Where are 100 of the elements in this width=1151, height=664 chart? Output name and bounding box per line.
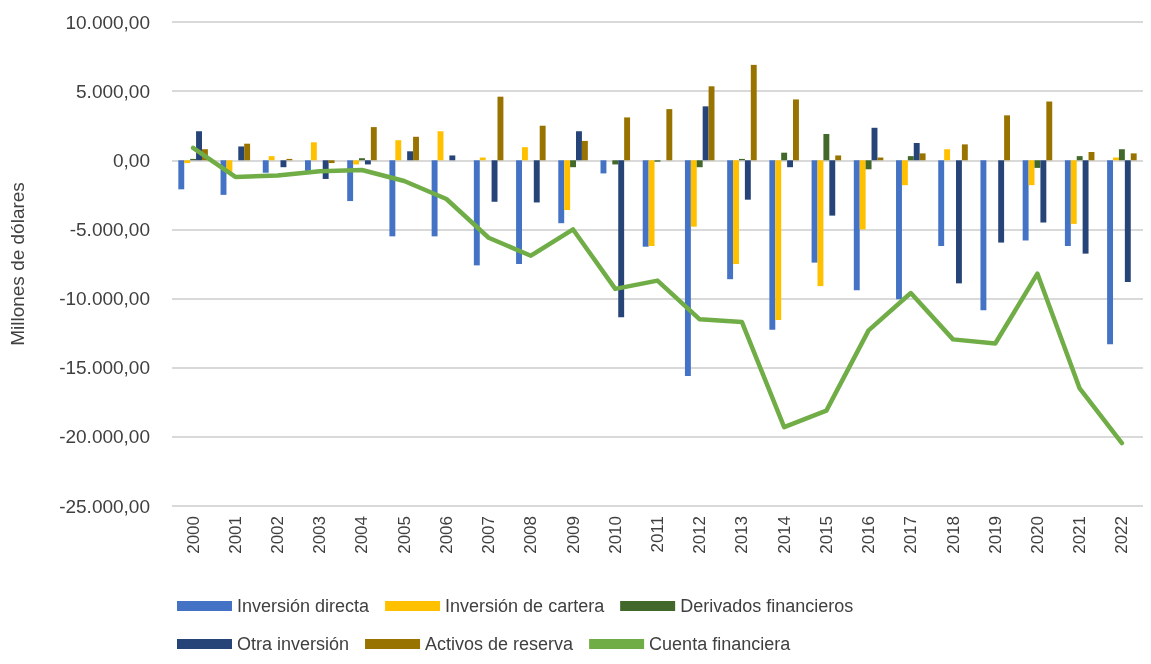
bar: [907, 156, 914, 161]
bar: [618, 160, 625, 318]
bar: [1118, 149, 1125, 161]
bar: [1107, 160, 1114, 345]
bar: [564, 160, 571, 211]
legend-label: Otra inversión: [237, 634, 350, 654]
x-tick-label: 2019: [985, 516, 1005, 554]
x-tick-label: 2011: [648, 516, 667, 553]
bar: [865, 160, 872, 170]
bar: [1124, 160, 1131, 282]
x-tick-label: 2020: [1027, 516, 1047, 554]
bar: [980, 160, 987, 311]
bar: [733, 160, 739, 264]
y-tick-label: -20.000,00: [59, 426, 150, 448]
bar: [727, 160, 734, 280]
bar: [913, 143, 920, 161]
bar: [328, 160, 335, 164]
y-tick-label: -5.000,00: [69, 218, 150, 240]
bar: [787, 160, 794, 168]
bar: [624, 117, 631, 161]
x-tick-label: 2022: [1112, 516, 1132, 554]
bar: [238, 146, 245, 161]
bar: [268, 156, 275, 161]
bar: [666, 109, 673, 161]
y-tick-label: 5.000,00: [76, 80, 150, 102]
x-tick-label: 2001: [225, 516, 245, 554]
bar: [938, 160, 945, 247]
bar: [244, 143, 251, 161]
bar: [1082, 160, 1089, 254]
bar: [184, 160, 191, 164]
bar: [370, 127, 377, 161]
x-tick-label: 2010: [605, 516, 625, 554]
bar: [702, 106, 709, 161]
bar: [944, 149, 951, 161]
bar: [648, 160, 655, 247]
bar: [829, 160, 836, 216]
x-tick-label: 2005: [394, 516, 414, 554]
bar: [961, 144, 968, 161]
x-tick-label: 2008: [521, 516, 541, 554]
bar: [539, 125, 546, 161]
bar: [1004, 115, 1011, 161]
bar: [690, 160, 697, 227]
bar: [1040, 160, 1047, 223]
bar: [1064, 160, 1071, 247]
y-tick-label: 0,00: [113, 149, 150, 171]
x-tick-label: 2004: [352, 516, 372, 554]
bar: [1076, 156, 1083, 161]
legend-label: Inversión de cartera: [445, 596, 606, 616]
x-tick-label: 2021: [1070, 516, 1090, 554]
x-tick-label: 2009: [563, 516, 583, 554]
bar: [775, 160, 782, 321]
bar: [413, 136, 419, 161]
x-tick-label: 2003: [310, 516, 330, 554]
bar: [395, 140, 402, 161]
legend-label: Derivados financieros: [680, 596, 854, 616]
y-tick-label: -10.000,00: [59, 288, 150, 310]
bar: [1070, 160, 1077, 224]
bar: [835, 155, 842, 161]
y-axis-title: Millones de dólares: [7, 182, 28, 346]
x-tick-label: 2017: [901, 516, 921, 554]
x-tick-label: 2002: [268, 516, 288, 554]
bar: [449, 155, 456, 161]
bar: [178, 160, 185, 190]
bar: [570, 160, 577, 168]
y-tick-label: -15.000,00: [59, 357, 150, 379]
bar: [521, 147, 528, 161]
bar: [389, 160, 396, 237]
bar: [576, 131, 582, 161]
bar: [1130, 153, 1137, 161]
bar: [919, 153, 926, 161]
x-tick-label: 2000: [183, 516, 203, 554]
x-tick-label: 2014: [774, 516, 794, 554]
x-tick-label: 2012: [690, 516, 710, 554]
x-tick-label: 2018: [943, 516, 963, 554]
line-series: [190, 145, 1125, 446]
bar: [896, 160, 902, 300]
bar: [497, 96, 504, 161]
bar: [1028, 160, 1035, 186]
bar: [262, 160, 269, 173]
bar: [769, 160, 776, 330]
bar: [859, 160, 866, 230]
legend-label: Activos de reserva: [425, 634, 575, 654]
bar: [431, 160, 438, 237]
bar: [955, 160, 962, 284]
x-tick-label: 2007: [479, 516, 499, 554]
bar: [347, 160, 354, 202]
bar: [793, 99, 799, 161]
x-tick-label: 2015: [816, 516, 836, 554]
bar: [280, 160, 287, 168]
bar: [642, 160, 649, 247]
x-tick-label: 2013: [732, 516, 752, 554]
bar: [407, 151, 414, 161]
bar: [533, 160, 540, 203]
bar: [359, 158, 365, 161]
bar: [612, 160, 619, 165]
bar: [516, 160, 522, 264]
bar: [473, 160, 480, 266]
bar: [823, 134, 830, 161]
bar: [364, 160, 371, 165]
bar: [696, 160, 703, 168]
